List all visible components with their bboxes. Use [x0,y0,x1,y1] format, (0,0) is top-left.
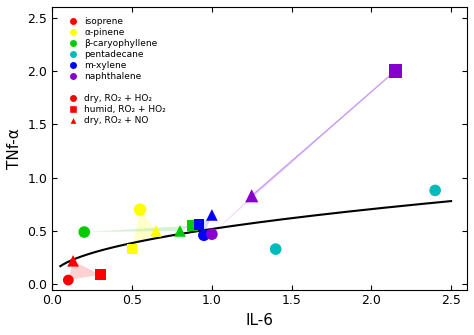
Point [96,272,104,277]
Y-axis label: TNf-α: TNf-α [7,128,22,169]
Point [392,68,399,74]
Polygon shape [84,226,193,232]
Point [431,188,439,193]
X-axis label: IL-6: IL-6 [246,313,273,328]
Point [189,223,197,228]
Point [176,228,184,233]
Point [208,212,216,218]
Polygon shape [212,71,395,234]
Point [64,277,72,283]
Point [200,232,208,238]
Polygon shape [68,261,100,280]
Polygon shape [132,210,156,249]
Point [272,247,280,252]
Point [137,207,144,212]
Legend: isoprene, α-pinene, β-caryophyllene, pentadecane, m-xylene, naphthalene, , dry, : isoprene, α-pinene, β-caryophyllene, pen… [61,14,169,128]
Polygon shape [276,190,435,249]
Point [208,231,216,237]
Point [195,222,203,227]
Point [69,258,77,264]
Point [81,229,88,235]
Point [248,193,255,198]
Polygon shape [199,215,212,235]
Point [128,247,136,252]
Point [152,228,160,233]
